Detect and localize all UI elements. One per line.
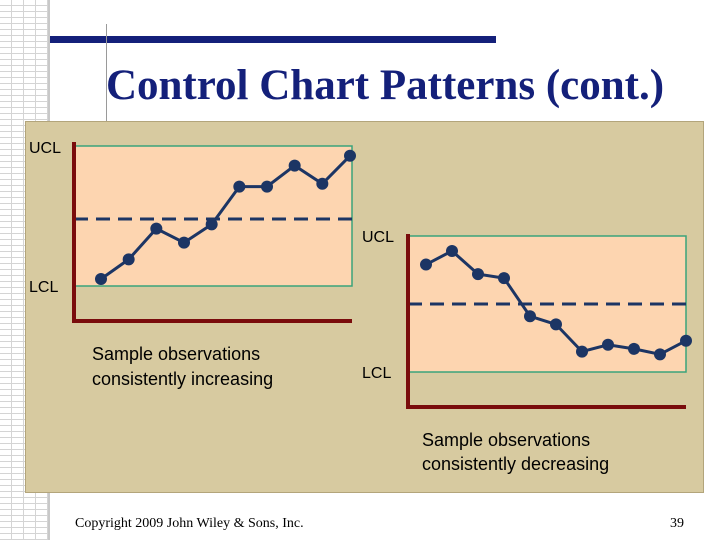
chart-2-lcl-label: LCL — [362, 365, 391, 382]
chart-1-caption-line-2: consistently increasing — [92, 369, 273, 389]
chart-2-ucl-label: UCL — [362, 229, 394, 246]
chart-2-point-1 — [420, 258, 432, 271]
chart-1-point-4 — [178, 236, 190, 249]
chart-decreasing: UCL LCL Sample observations consistently… — [362, 229, 692, 474]
chart-1-point-5 — [205, 218, 218, 231]
chart-2-caption-line-2: consistently decreasing — [422, 454, 609, 474]
chart-2-point-4 — [498, 272, 510, 285]
chart-1-point-2 — [122, 253, 135, 266]
chart-2-point-8 — [602, 338, 614, 351]
chart-1-points — [95, 149, 356, 285]
chart-2-points — [420, 244, 692, 361]
chart-increasing: UCL LCL Sample observations consistently… — [29, 140, 356, 389]
chart-1-point-1 — [95, 273, 107, 285]
footer-copyright: Copyright 2009 John Wiley & Sons, Inc. — [75, 516, 304, 531]
chart-1-series-line — [100, 154, 352, 281]
slide-title: Control Chart Patterns (cont.) — [105, 62, 665, 109]
title-accent-bar — [50, 36, 496, 43]
page-number: 39 — [670, 516, 684, 531]
chart-2-point-3 — [472, 268, 484, 281]
chart-1-point-10 — [344, 149, 356, 162]
chart-1-point-9 — [316, 177, 329, 190]
chart-2-point-11 — [680, 334, 692, 347]
chart-1-point-7 — [261, 180, 273, 193]
title-divider-line — [106, 24, 107, 136]
chart-1-point-6 — [233, 180, 246, 193]
chart-1-lcl-label: LCL — [29, 279, 58, 296]
chart-2-point-10 — [654, 348, 666, 361]
chart-1-point-3 — [150, 222, 163, 235]
chart-2-point-7 — [576, 345, 588, 358]
chart-2-point-2 — [446, 244, 458, 257]
chart-1-ucl-label: UCL — [29, 140, 61, 157]
chart-2-point-5 — [524, 310, 536, 323]
chart-2-caption-line-1: Sample observations — [422, 430, 590, 450]
chart-1-caption-line-1: Sample observations — [92, 344, 260, 364]
chart-1-plot-area — [73, 145, 353, 287]
chart-2-point-9 — [628, 342, 640, 355]
chart-1-point-8 — [288, 159, 301, 172]
chart-2-point-6 — [550, 318, 562, 331]
